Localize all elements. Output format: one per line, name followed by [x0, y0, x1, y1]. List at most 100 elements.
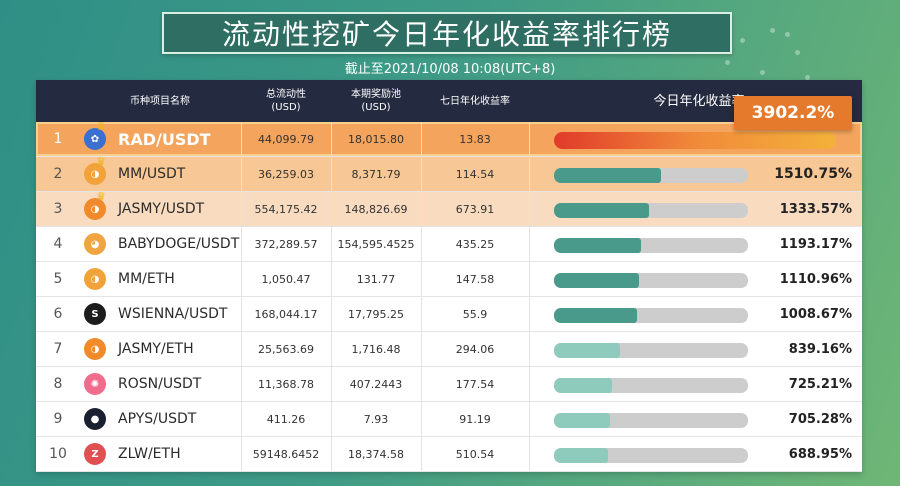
rank-number: 3 [53, 201, 63, 217]
crown-icon: ♛ [96, 120, 106, 133]
table-row: 3 ◑ JASMY/USDT 554,175.42 148,826.69 673… [36, 190, 862, 227]
apy-bar-track [554, 413, 748, 428]
today-apy: 1193.17% [779, 236, 852, 252]
table-row: 5 ◑ MM/ETH 1,050.47 131.77 147.58 1110.9… [36, 262, 862, 297]
apy-bar-track [554, 448, 748, 463]
table-row: 2 ◑ MM/USDT 36,259.03 8,371.79 114.54 15… [36, 155, 862, 192]
total-liquidity: 1,050.47 [261, 272, 311, 286]
apy-bar-track [554, 203, 748, 218]
reward-pool: 407.2443 [349, 377, 403, 391]
rank-number: 7 [53, 341, 63, 357]
apy-bar-fill [554, 238, 641, 253]
total-liquidity: 36,259.03 [258, 167, 314, 181]
apys-coin-icon: ● [84, 408, 106, 430]
total-liquidity: 411.26 [266, 412, 306, 426]
table-row: 9 ● APYS/USDT 411.26 7.93 91.19 705.28% [36, 402, 862, 437]
mm-coin-icon: ◑ [84, 163, 106, 185]
pair-name: APYS/USDT [118, 411, 197, 427]
pair-name: JASMY/USDT [118, 201, 205, 217]
rank-number: 10 [49, 446, 67, 462]
rosn-coin-icon: ✺ [84, 373, 106, 395]
pair-name: BABYDOGE/USDT [118, 236, 240, 252]
apy-bar-track [554, 168, 748, 183]
column-divider [331, 122, 332, 472]
today-apy: 705.28% [788, 411, 852, 427]
apy-bar-fill [554, 343, 620, 358]
table-row: 1 ✿ RAD/USDT 44,099.79 18,015.80 13.83 ♛ [36, 120, 862, 157]
apy-bar-track [554, 273, 748, 288]
header-name: 币种项目名称 [130, 95, 190, 107]
rad-coin-icon: ✿ [84, 128, 106, 150]
pair-name: MM/USDT [118, 166, 186, 182]
apy-bar-fill [554, 378, 612, 393]
today-apy: 1510.75% [774, 166, 852, 182]
reward-pool: 148,826.69 [344, 202, 408, 216]
apy-bar-track [554, 132, 836, 149]
apy-bar-track [554, 238, 748, 253]
total-liquidity: 168,044.17 [254, 307, 318, 321]
timestamp: 截止至2021/10/08 10:08(UTC+8) [344, 62, 556, 77]
rank-number: 5 [53, 271, 63, 287]
rank-number: 2 [53, 166, 63, 182]
seven-day-apy: 55.9 [462, 307, 488, 321]
today-apy: 725.21% [788, 376, 852, 392]
total-liquidity: 11,368.78 [258, 377, 314, 391]
apy-bar-track [554, 343, 748, 358]
header-apy7: 七日年化收益率 [440, 95, 510, 107]
wsienna-coin-icon: S [84, 303, 106, 325]
pair-name: RAD/USDT [118, 129, 211, 149]
apy-bar-fill [554, 273, 639, 288]
crown-icon: ♛ [96, 190, 106, 203]
reward-pool: 154,595.4525 [337, 237, 415, 251]
apy-bar-fill [554, 308, 637, 323]
header-reward: 本期奖励池 (USD) [351, 89, 401, 113]
apy-bar-fill [554, 203, 649, 218]
total-liquidity: 25,563.69 [258, 342, 314, 356]
today-apy: 1110.96% [779, 271, 852, 287]
total-liquidity: 554,175.42 [254, 202, 318, 216]
reward-pool: 17,795.25 [348, 307, 404, 321]
seven-day-apy: 510.54 [455, 447, 495, 461]
apy-bar-track [554, 378, 748, 393]
pair-name: WSIENNA/USDT [118, 306, 228, 322]
header-tvl: 总流动性 (USD) [266, 89, 306, 113]
rank-number: 4 [53, 236, 63, 252]
seven-day-apy: 294.06 [455, 342, 495, 356]
reward-pool: 7.93 [363, 412, 389, 426]
page-title: 流动性挖矿今日年化收益率排行榜 [162, 12, 732, 54]
jasmy-coin-icon: ◑ [84, 338, 106, 360]
seven-day-apy: 673.91 [455, 202, 495, 216]
today-apy: 1333.57% [779, 201, 852, 217]
column-divider [421, 122, 422, 472]
table-row: 4 ◕ BABYDOGE/USDT 372,289.57 154,595.452… [36, 227, 862, 262]
apy-bar-track [554, 308, 748, 323]
reward-pool: 18,015.80 [348, 132, 404, 146]
ranking-table: 币种项目名称 总流动性 (USD) 本期奖励池 (USD) 七日年化收益率 今日年化… [36, 80, 862, 472]
pair-name: ROSN/USDT [118, 376, 202, 392]
seven-day-apy: 177.54 [455, 377, 495, 391]
table-header: 币种项目名称 总流动性 (USD) 本期奖励池 (USD) 七日年化收益率 今日年化… [36, 80, 862, 122]
reward-pool: 131.77 [356, 272, 396, 286]
rank-number: 9 [53, 411, 63, 427]
total-liquidity: 372,289.57 [254, 237, 318, 251]
table-row: 10 Z ZLW/ETH 59148.6452 18,374.58 510.54… [36, 437, 862, 472]
column-divider [241, 122, 242, 472]
seven-day-apy: 147.58 [455, 272, 495, 286]
total-liquidity: 59148.6452 [252, 447, 320, 461]
seven-day-apy: 435.25 [455, 237, 495, 251]
rank-number: 8 [53, 376, 63, 392]
zlw-coin-icon: Z [84, 443, 106, 465]
reward-pool: 1,716.48 [351, 342, 401, 356]
table-row: 8 ✺ ROSN/USDT 11,368.78 407.2443 177.54 … [36, 367, 862, 402]
reward-pool: 18,374.58 [348, 447, 404, 461]
crown-icon: ♛ [96, 155, 106, 168]
today-apy: 1008.67% [779, 306, 852, 322]
babydoge-coin-icon: ◕ [84, 233, 106, 255]
rank-number: 1 [53, 131, 63, 147]
jasmy-coin-icon: ◑ [84, 198, 106, 220]
pair-name: ZLW/ETH [118, 446, 181, 462]
table-row: 6 S WSIENNA/USDT 168,044.17 17,795.25 55… [36, 297, 862, 332]
table-row: 7 ◑ JASMY/ETH 25,563.69 1,716.48 294.06 … [36, 332, 862, 367]
total-liquidity: 44,099.79 [258, 132, 314, 146]
apy-bar-fill [554, 413, 610, 428]
